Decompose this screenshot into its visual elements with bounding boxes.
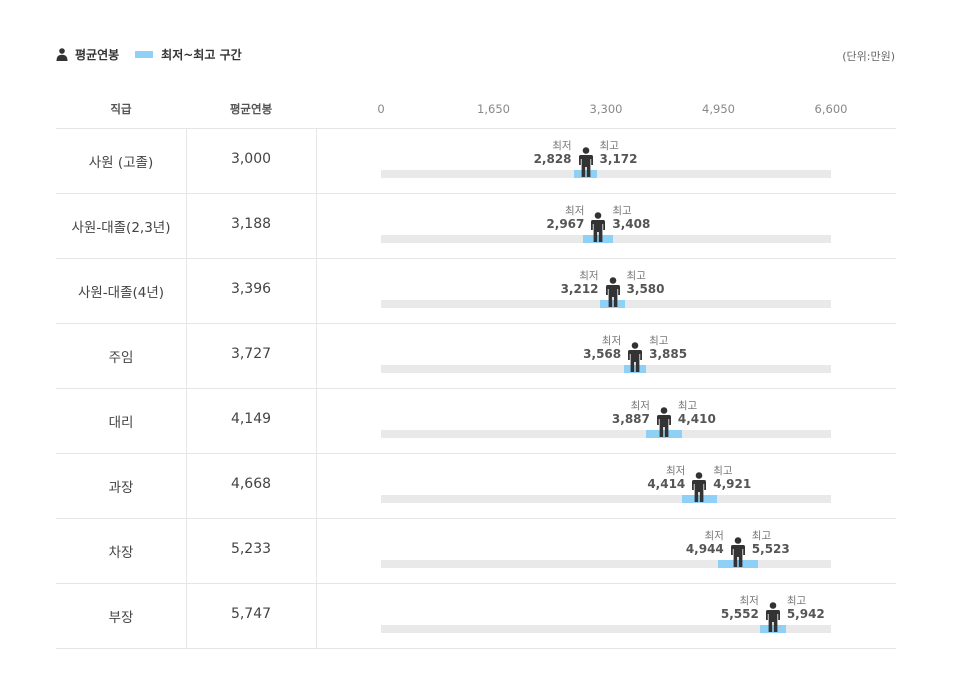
max-value: 4,410	[677, 412, 716, 426]
range-bar	[624, 365, 646, 373]
min-label: 최저	[565, 205, 585, 217]
row-divider	[56, 453, 896, 454]
max-label: 최고	[713, 465, 733, 477]
max-value: 3,580	[626, 282, 665, 296]
min-label: 최저	[552, 140, 572, 152]
rank-cell: 부장	[108, 610, 134, 626]
average-marker-person-icon	[628, 342, 643, 372]
average-marker-person-icon	[692, 472, 707, 502]
max-label: 최고	[599, 140, 619, 152]
range-track	[381, 430, 831, 438]
max-value: 5,942	[786, 607, 825, 621]
rank-cell: 차장	[108, 545, 134, 561]
min-value: 4,944	[685, 542, 724, 556]
legend: 평균연봉 최저~최고 구간	[56, 46, 258, 63]
range-track	[381, 170, 831, 178]
row-divider	[56, 128, 896, 129]
max-label: 최고	[649, 335, 669, 347]
range-bar	[583, 235, 614, 243]
rank-cell: 사원-대졸(2,3년)	[71, 220, 171, 236]
max-label: 최고	[677, 400, 698, 412]
max-label: 최고	[612, 205, 632, 217]
min-value: 4,414	[647, 477, 686, 491]
row-divider	[56, 193, 896, 194]
min-value: 3,887	[611, 412, 650, 426]
range-track	[381, 365, 831, 373]
rank-cell: 사원 (고졸)	[88, 155, 154, 171]
average-marker-person-icon	[730, 537, 745, 567]
range-bar	[681, 495, 717, 503]
row-divider	[56, 518, 896, 519]
range-bar	[718, 560, 758, 568]
rank-cell: 주임	[108, 350, 134, 366]
min-value: 3,212	[560, 282, 599, 296]
x-tick-label: 3,300	[589, 102, 623, 116]
min-value: 3,568	[583, 347, 622, 361]
salary-cell: 4,149	[230, 411, 272, 427]
rank-cell: 사원-대졸(4년)	[77, 285, 165, 301]
range-track	[381, 625, 831, 633]
salary-cell: 3,188	[230, 216, 272, 232]
rank-cell: 대리	[108, 415, 134, 431]
column-divider	[186, 128, 187, 648]
salary-cell: 5,747	[230, 606, 272, 622]
unit-label: (단위:만원)	[842, 50, 895, 63]
average-marker-person-icon	[591, 212, 606, 242]
range-track	[381, 560, 831, 568]
x-tick-label: 6,600	[814, 102, 848, 116]
range-track	[381, 495, 831, 503]
salary-cell: 3,000	[230, 151, 272, 167]
max-value: 3,408	[612, 217, 651, 231]
max-value: 3,885	[649, 347, 688, 361]
min-value: 2,967	[546, 217, 585, 231]
min-label: 최저	[739, 595, 759, 607]
salary-cell: 3,396	[230, 281, 272, 297]
min-value: 2,828	[533, 152, 572, 166]
row-divider	[56, 258, 896, 259]
min-label: 최저	[579, 270, 599, 282]
x-tick-label: 0	[377, 102, 385, 116]
max-label: 최고	[751, 530, 772, 542]
range-bar	[600, 300, 626, 308]
row-divider	[56, 583, 896, 584]
range-bar	[759, 625, 787, 633]
row-divider	[56, 323, 896, 324]
salary-cell: 3,727	[230, 346, 272, 362]
header-rank: 직급	[110, 102, 132, 116]
salary-cell: 4,668	[230, 476, 272, 492]
average-marker-person-icon	[656, 407, 671, 437]
average-marker-person-icon	[578, 147, 593, 177]
rank-cell: 과장	[108, 480, 134, 496]
header-salary: 평균연봉	[229, 102, 273, 116]
min-value: 5,552	[720, 607, 759, 621]
legend-item-average: 평균연봉	[56, 46, 119, 63]
max-label: 최고	[786, 595, 807, 607]
min-label: 최저	[665, 465, 686, 477]
max-value: 4,921	[713, 477, 752, 491]
average-marker-person-icon	[605, 277, 620, 307]
legend-range-label: 최저~최고 구간	[161, 48, 242, 62]
legend-item-range: 최저~최고 구간	[135, 46, 242, 63]
row-divider	[56, 388, 896, 389]
salary-cell: 5,233	[230, 541, 272, 557]
legend-avg-label: 평균연봉	[75, 48, 120, 62]
average-marker-person-icon	[765, 602, 780, 632]
max-label: 최고	[626, 270, 646, 282]
range-bar	[646, 430, 682, 438]
x-tick-label: 4,950	[702, 102, 735, 116]
person-icon	[56, 48, 68, 61]
range-swatch	[135, 51, 154, 58]
row-divider	[56, 648, 896, 649]
max-value: 3,172	[599, 152, 638, 166]
min-label: 최저	[601, 335, 622, 347]
x-tick-label: 1,650	[477, 102, 510, 116]
range-bar	[573, 170, 598, 178]
min-label: 최저	[630, 400, 650, 412]
max-value: 5,523	[751, 542, 790, 556]
min-label: 최저	[704, 530, 724, 542]
column-divider	[316, 128, 317, 648]
